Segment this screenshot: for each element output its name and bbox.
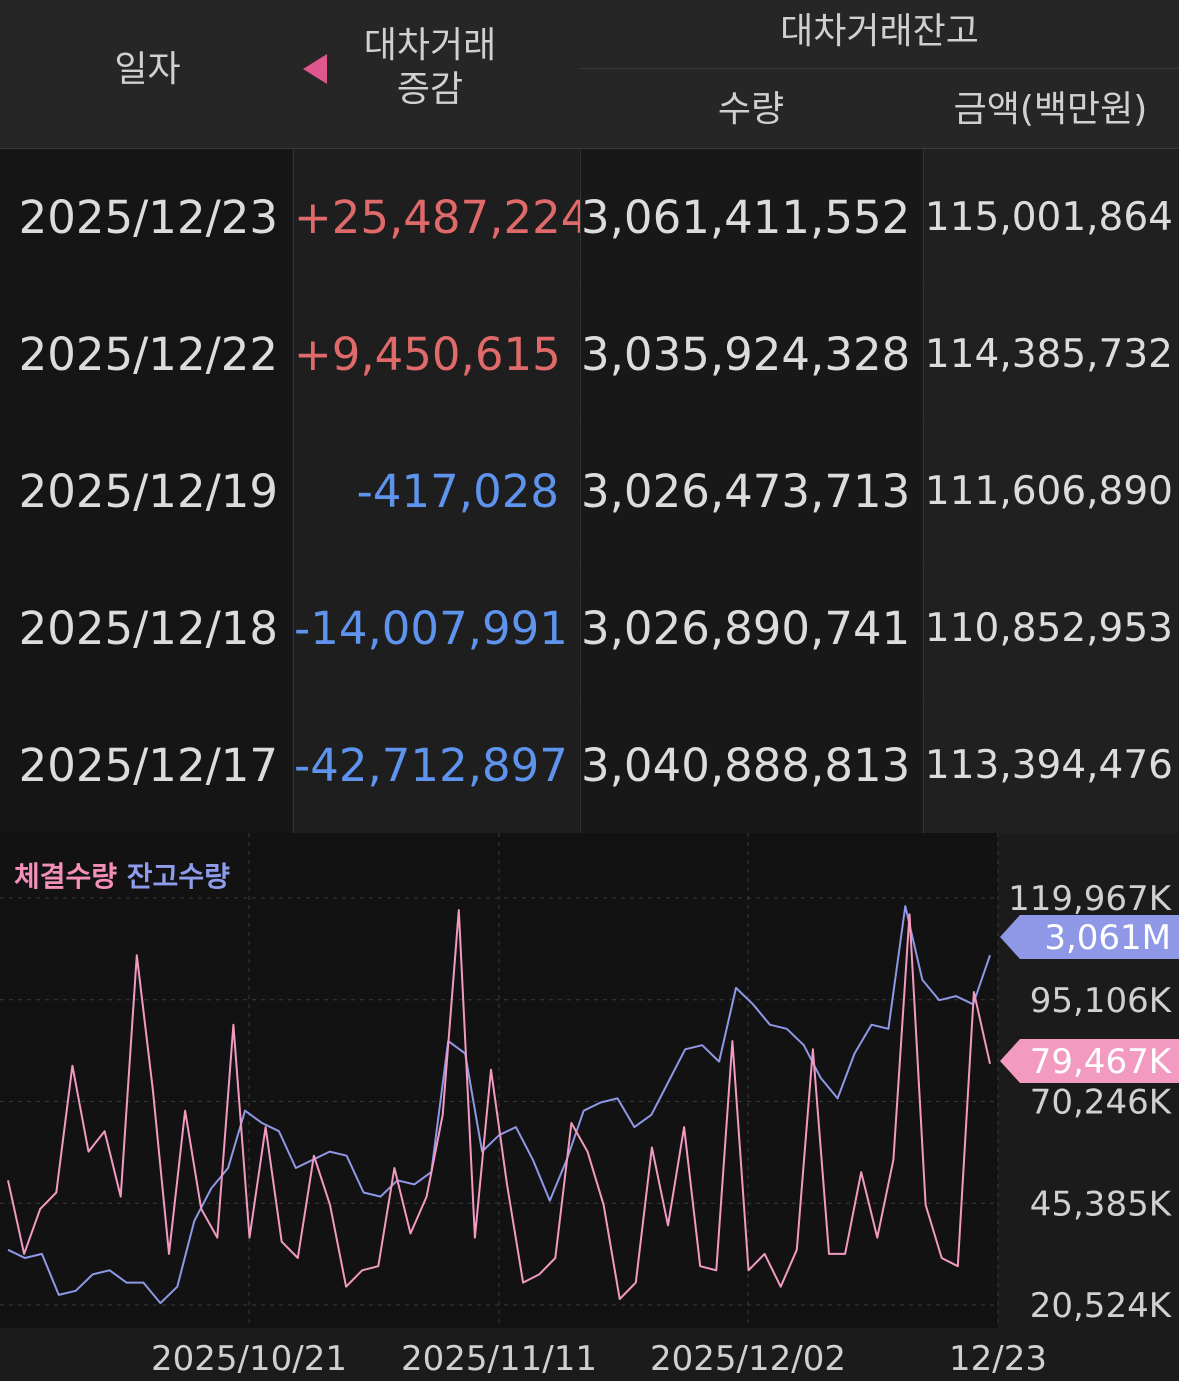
row-change: -42,712,897 bbox=[293, 697, 579, 834]
row-qty: 3,026,890,741 bbox=[580, 560, 922, 697]
y-tick-label: 95,106K bbox=[1030, 981, 1173, 1021]
row-date: 2025/12/17 bbox=[0, 697, 292, 834]
balance-value-tag: 3,061M bbox=[1000, 915, 1179, 959]
table-row[interactable]: 2025/12/17 -42,712,897 3,040,888,813 113… bbox=[0, 697, 1179, 835]
table-header: 일자 대차거래 증감 대차거래잔고 수량 금액(백만원) bbox=[0, 0, 1179, 149]
row-date: 2025/12/18 bbox=[0, 560, 292, 697]
balance-series-line bbox=[7, 905, 991, 1305]
table-row[interactable]: 2025/12/22 +9,450,615 3,035,924,328 114,… bbox=[0, 286, 1179, 424]
balance-group-header: 대차거래잔고 bbox=[780, 11, 979, 52]
change-header-line1: 대차거래 bbox=[363, 25, 497, 66]
y-tick-label: 20,524K bbox=[1030, 1286, 1173, 1326]
change-header-line2: 증감 bbox=[396, 69, 464, 110]
qty-column-header[interactable]: 수량 bbox=[717, 89, 785, 130]
row-amount: 115,001,864 bbox=[923, 149, 1179, 286]
executed-value-tag-text: 79,467K bbox=[1030, 1042, 1173, 1082]
y-tick-label: 70,246K bbox=[1030, 1083, 1173, 1123]
row-change: -417,028 bbox=[293, 423, 579, 560]
y-tick-label: 45,385K bbox=[1030, 1184, 1173, 1224]
row-qty: 3,040,888,813 bbox=[580, 697, 922, 834]
legend-balance[interactable]: 잔고수량 bbox=[126, 860, 230, 893]
chart-svg[interactable]: 119,967K 95,106K 70,246K 45,385K 20,524K 3,06… bbox=[0, 833, 1179, 1381]
row-amount: 114,385,732 bbox=[923, 286, 1179, 423]
date-column-header[interactable]: 일자 bbox=[114, 49, 181, 90]
row-amount: 110,852,953 bbox=[923, 560, 1179, 697]
executed-value-tag-shape bbox=[1000, 1039, 1179, 1083]
executed-value-tag: 79,467K bbox=[1000, 1039, 1179, 1083]
row-qty: 3,026,473,713 bbox=[580, 423, 922, 560]
legend-executed[interactable]: 체결수량 bbox=[14, 860, 118, 893]
chart-legend: 체결수량 잔고수량 bbox=[14, 855, 230, 895]
x-tick-label: 2025/10/21 bbox=[151, 1339, 347, 1379]
row-qty: 3,035,924,328 bbox=[580, 286, 922, 423]
x-tick-label: 2025/11/11 bbox=[401, 1339, 597, 1379]
row-change: -14,007,991 bbox=[293, 560, 579, 697]
sort-left-arrow-icon[interactable] bbox=[303, 54, 327, 84]
row-date: 2025/12/22 bbox=[0, 286, 292, 423]
row-amount: 113,394,476 bbox=[923, 697, 1179, 834]
row-change: +9,450,615 bbox=[293, 286, 579, 423]
chart-panel[interactable]: 119,967K 95,106K 70,246K 45,385K 20,524K 3,06… bbox=[0, 833, 1179, 1381]
row-date: 2025/12/19 bbox=[0, 423, 292, 560]
row-amount: 111,606,890 bbox=[923, 423, 1179, 560]
header-divider bbox=[580, 68, 1179, 69]
amount-column-header[interactable]: 금액(백만원) bbox=[953, 89, 1148, 130]
x-tick-label: 2025/12/02 bbox=[650, 1339, 846, 1379]
table-row[interactable]: 2025/12/23 +25,487,224 3,061,411,552 115… bbox=[0, 149, 1179, 287]
table-row[interactable]: 2025/12/18 -14,007,991 3,026,890,741 110… bbox=[0, 560, 1179, 698]
row-qty: 3,061,411,552 bbox=[580, 149, 922, 286]
y-tick-label: 119,967K bbox=[1008, 879, 1173, 919]
table-row[interactable]: 2025/12/19 -417,028 3,026,473,713 111,60… bbox=[0, 423, 1179, 561]
balance-value-tag-text: 3,061M bbox=[1044, 918, 1171, 958]
executed-series-line bbox=[7, 909, 991, 1300]
x-tick-label: 12/23 bbox=[949, 1339, 1047, 1379]
change-column-header[interactable]: 대차거래 증감 bbox=[340, 24, 520, 112]
row-date: 2025/12/23 bbox=[0, 149, 292, 286]
row-change: +25,487,224 bbox=[293, 149, 589, 286]
balance-value-tag-shape bbox=[1000, 915, 1179, 959]
